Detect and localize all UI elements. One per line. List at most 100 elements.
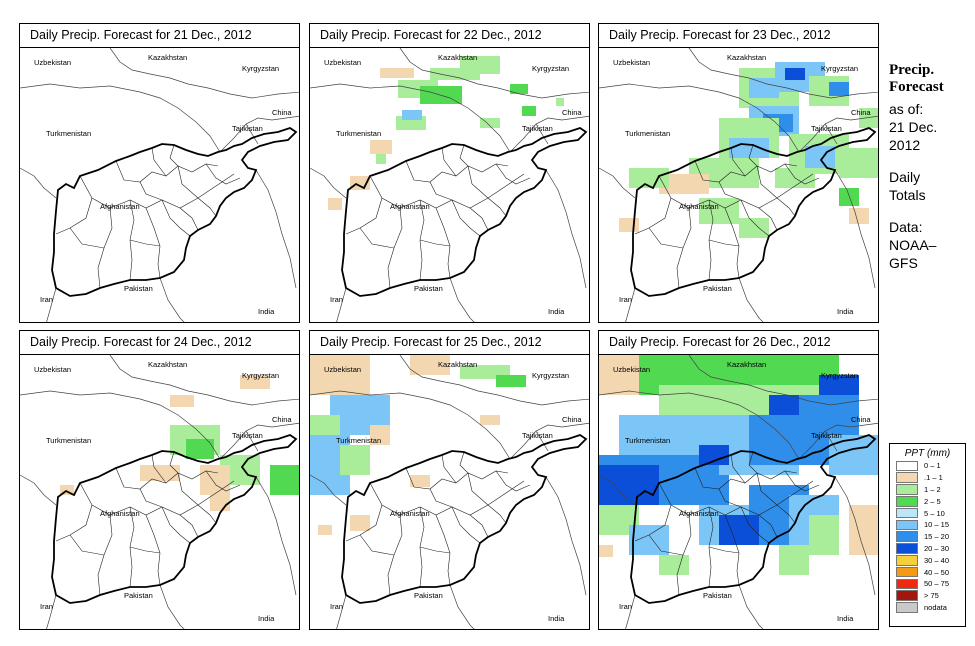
country-label-pakistan: Pakistan	[414, 591, 443, 600]
precip-map: Uzbekistan Kazakhstan Kyrgyzstan China Turkm…	[599, 48, 878, 322]
country-label-kazakhstan: Kazakhstan	[438, 53, 477, 62]
legend-swatch	[896, 602, 918, 613]
side-info: Precip. Forecast as of: 21 Dec. 2012 Dai…	[889, 62, 975, 272]
province-border	[676, 207, 692, 289]
country-border	[20, 474, 57, 506]
country-label-afghanistan: Afghanistan	[679, 202, 719, 211]
country-label-iran: Iran	[40, 602, 53, 611]
province-border	[435, 207, 451, 279]
precip-cell	[140, 465, 180, 481]
country-label-china: China	[851, 415, 871, 424]
country-label-india: India	[837, 307, 854, 316]
panel-title: Daily Precip. Forecast for 21 Dec., 2012	[30, 28, 252, 42]
country-border	[738, 584, 764, 629]
country-label-china: China	[272, 415, 292, 424]
province-border	[151, 147, 167, 177]
precip-map: Uzbekistan Kazakhstan Kyrgyzstan China Turkm…	[310, 48, 589, 322]
map-canvas: Uzbekistan Kazakhstan Kyrgyzstan China Turkm…	[20, 355, 299, 629]
afghanistan-outline	[630, 127, 877, 297]
country-border	[535, 430, 549, 452]
precip-cell	[510, 84, 528, 94]
precip-map: Uzbekistan Kazakhstan Kyrgyzstan China Turkm…	[20, 355, 299, 629]
province-border	[405, 467, 509, 490]
legend-item: 2 – 5	[896, 495, 965, 507]
precip-cell	[659, 555, 689, 575]
precip-cell	[829, 435, 878, 475]
country-label-india: India	[258, 307, 275, 316]
legend-swatch	[896, 555, 918, 566]
legend-item: 30 – 40	[896, 554, 965, 566]
country-border	[219, 115, 299, 153]
province-border	[708, 239, 740, 247]
country-border	[46, 287, 57, 322]
country-border	[310, 474, 347, 506]
legend-swatch	[896, 484, 918, 495]
precip-cell	[376, 154, 386, 164]
country-border	[336, 287, 347, 322]
precip-cell	[480, 118, 500, 128]
province-border	[495, 163, 531, 185]
precip-cell	[699, 198, 739, 224]
precip-cell	[480, 415, 500, 425]
data-label-3: GFS	[889, 255, 918, 271]
province-border	[55, 504, 93, 542]
legend-label: 2 – 5	[924, 496, 941, 506]
country-border	[310, 167, 347, 199]
province-border	[748, 144, 758, 167]
province-border	[658, 480, 814, 516]
legend-item: 15 – 20	[896, 531, 965, 543]
country-label-afghanistan: Afghanistan	[390, 509, 430, 518]
precip-cell	[599, 545, 613, 557]
province-border	[79, 173, 235, 209]
country-label-tajikistan: Tajikistan	[522, 124, 553, 133]
country-border	[599, 167, 636, 199]
data-label-1: Data:	[889, 219, 923, 235]
country-label-kyrgyzstan: Kyrgyzstan	[242, 371, 279, 380]
legend-item: nodata	[896, 602, 965, 614]
legend-label: 5 – 10	[924, 508, 945, 518]
precip-cell	[318, 525, 332, 535]
country-border	[599, 83, 800, 153]
precip-cell	[729, 138, 769, 158]
country-label-kazakhstan: Kazakhstan	[148, 53, 187, 62]
precip-cell	[200, 465, 230, 495]
legend-item: 20 – 30	[896, 543, 965, 555]
province-border	[169, 451, 179, 474]
precip-map: Uzbekistan Kazakhstan Kyrgyzstan China Turkm…	[599, 355, 878, 629]
legend-label: 10 – 15	[924, 520, 950, 530]
province-border	[419, 239, 451, 247]
country-border	[738, 277, 764, 322]
province-border	[784, 470, 820, 492]
province-border	[487, 504, 507, 524]
precip-cell	[719, 515, 759, 545]
province-border	[730, 454, 746, 484]
precip-cell	[310, 415, 340, 435]
country-border	[20, 390, 221, 460]
precip-cell	[402, 110, 422, 120]
province-border	[129, 239, 161, 247]
precip-cell	[556, 98, 564, 106]
country-label-afghanistan: Afghanistan	[390, 202, 430, 211]
province-border	[345, 197, 383, 235]
precip-cell	[522, 106, 536, 116]
forecast-panel-dec26: Daily Precip. Forecast for 26 Dec., 2012…	[598, 330, 879, 630]
panel-title: Daily Precip. Forecast for 22 Dec., 2012	[320, 28, 542, 42]
country-label-uzbekistan: Uzbekistan	[613, 58, 650, 67]
country-label-turkmenistan: Turkmenistan	[625, 436, 670, 445]
province-border	[169, 144, 179, 167]
country-label-china: China	[562, 415, 582, 424]
legend-swatch	[896, 519, 918, 531]
province-border	[756, 165, 778, 199]
country-label-pakistan: Pakistan	[703, 591, 732, 600]
precip-cell	[769, 395, 799, 415]
country-border	[399, 48, 589, 99]
legend-label: nodata	[924, 602, 947, 612]
province-border	[145, 514, 161, 586]
province-border	[205, 470, 241, 492]
country-label-uzbekistan: Uzbekistan	[34, 58, 71, 67]
country-border	[834, 169, 876, 289]
country-label-kazakhstan: Kazakhstan	[727, 53, 766, 62]
precip-cell	[460, 56, 500, 74]
country-label-iran: Iran	[330, 295, 343, 304]
province-border	[369, 173, 525, 209]
